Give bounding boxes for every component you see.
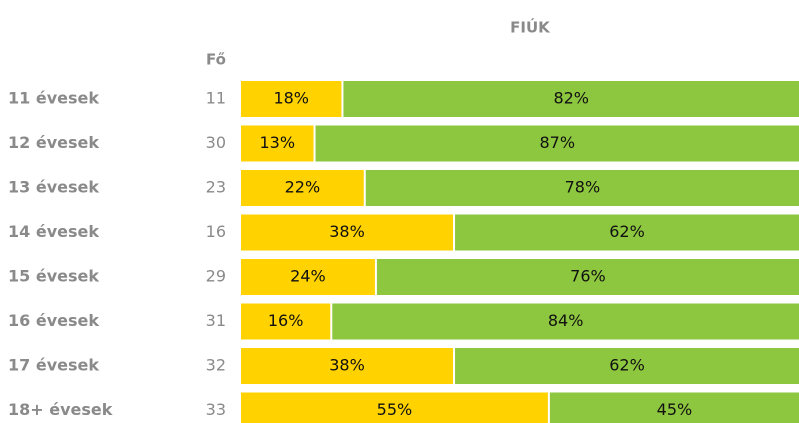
count-label: 11 [206,89,226,108]
value-label: 78% [565,178,601,197]
value-label: 55% [377,400,413,419]
value-label: 82% [553,89,589,108]
chart-title: FIÚK [510,18,551,37]
category-label: 15 évesek [8,267,99,286]
count-label: 30 [206,133,226,152]
bar-segment [241,392,548,423]
value-label: 13% [259,133,295,152]
category-label: 11 évesek [8,89,99,108]
bar-segment [241,259,375,295]
value-label: 62% [609,222,645,241]
bar-segment [343,81,799,117]
value-label: 45% [657,400,693,419]
value-label: 16% [268,311,304,330]
bar-segment [365,170,799,206]
bar-segment [241,214,454,251]
bar-segment [241,303,331,340]
bar-segment [549,392,799,423]
category-label: 18+ évesek [8,400,113,419]
value-label: 84% [548,311,584,330]
value-label: 76% [570,267,606,286]
count-label: 29 [206,267,226,286]
value-label: 38% [329,222,365,241]
count-label: 32 [206,356,226,375]
category-label: 16 évesek [8,311,99,330]
value-label: 18% [273,89,309,108]
bar-segment [241,348,454,384]
value-label: 87% [539,133,575,152]
category-label: 17 évesek [8,356,99,375]
count-label: 31 [206,311,226,330]
category-label: 14 évesek [8,222,99,241]
bar-segment [241,125,314,162]
category-label: 13 évesek [8,178,99,197]
counts-header: Fő [206,51,226,69]
bar-segment [241,81,342,117]
value-label: 62% [609,356,645,375]
value-label: 24% [290,267,326,286]
bar-segment [315,125,799,162]
bar-segment [455,348,799,384]
category-label: 12 évesek [8,133,99,152]
value-label: 22% [285,178,321,197]
count-label: 23 [206,178,226,197]
bar-segment [376,259,799,295]
bar-segment [332,303,799,340]
bar-segment [241,170,364,206]
value-label: 38% [329,356,365,375]
count-label: 33 [206,400,226,419]
bar-segment [455,214,799,251]
count-label: 16 [206,222,226,241]
